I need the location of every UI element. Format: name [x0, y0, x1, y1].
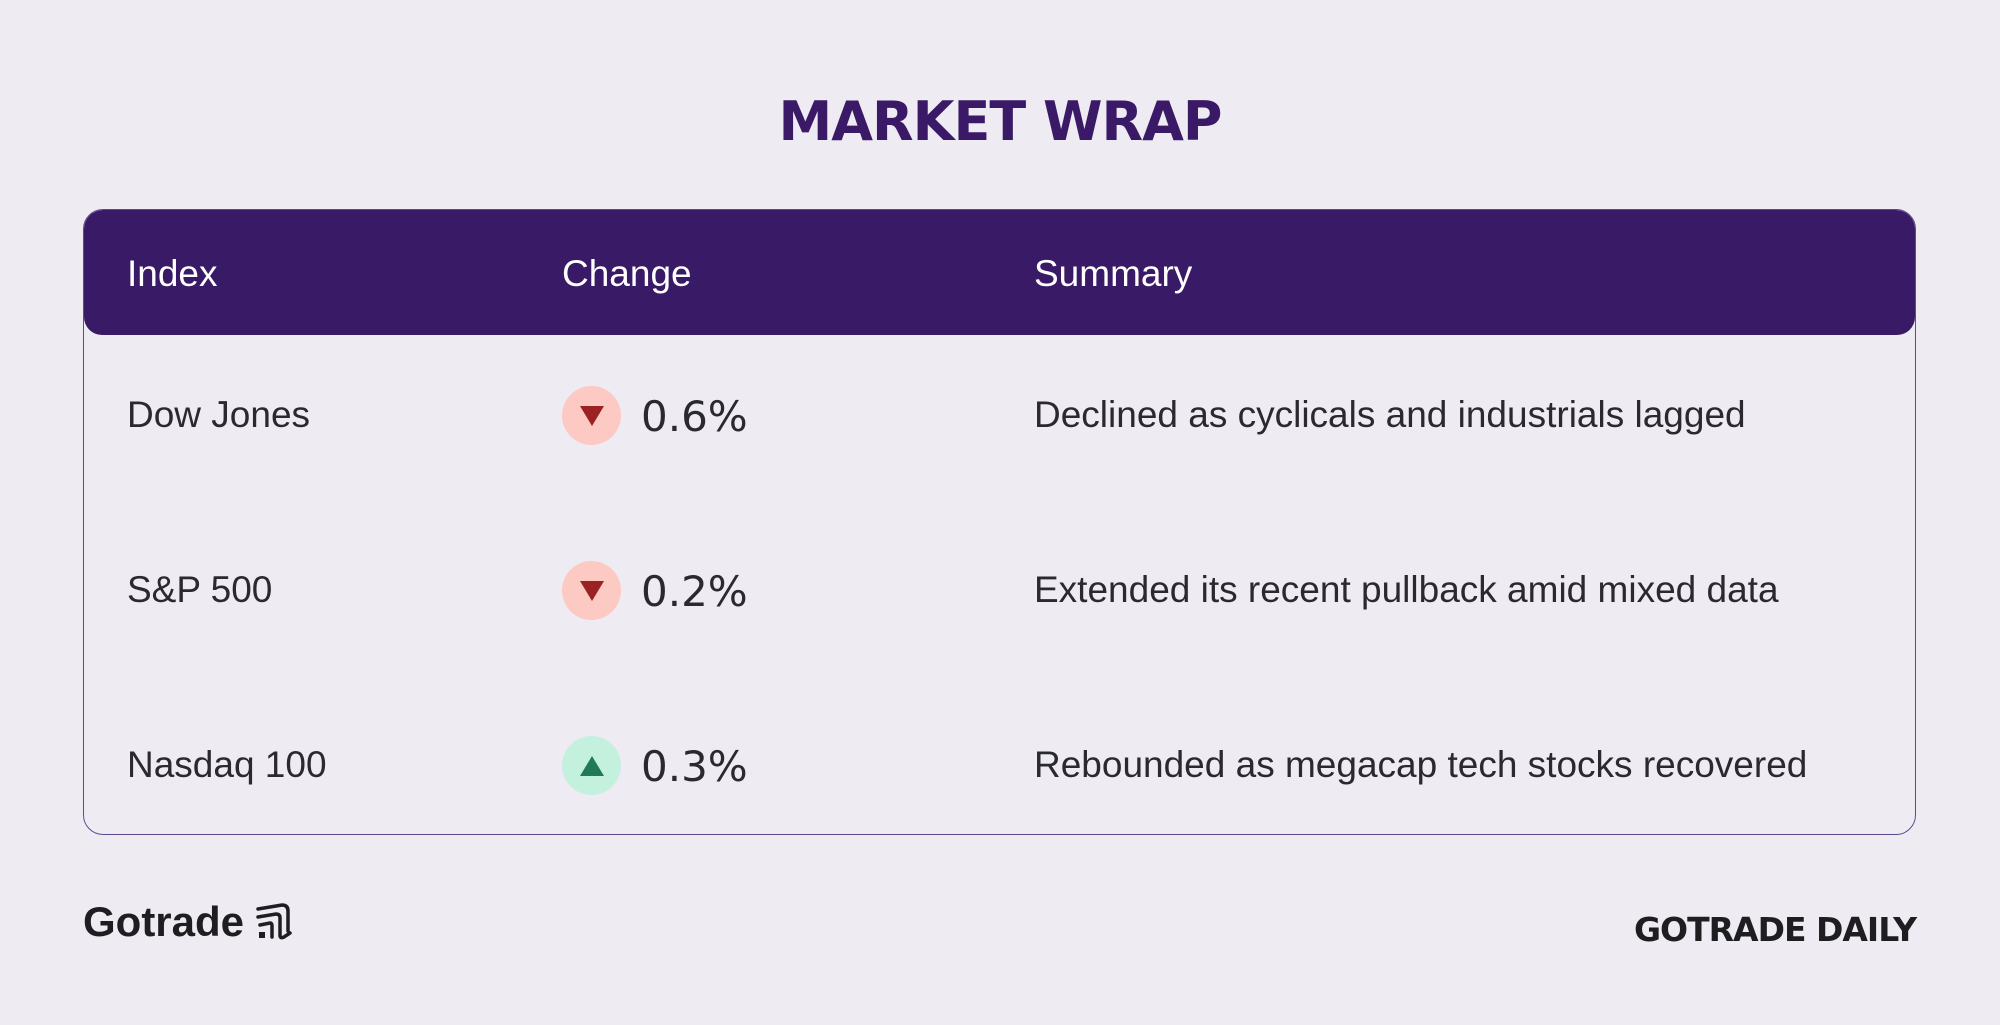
arrow-down-icon	[579, 405, 604, 426]
change-value: 0.3%	[641, 742, 748, 791]
change-badge	[562, 736, 621, 795]
table-row: Nasdaq 100 0.3% Rebounded as megacap tec…	[84, 726, 1915, 806]
gotrade-mark-icon	[256, 903, 292, 940]
logo-text: Gotrade	[83, 898, 245, 945]
index-name: Nasdaq 100	[127, 744, 327, 785]
summary-text: Extended its recent pullback amid mixed …	[1034, 569, 1779, 610]
change-value: 0.2%	[641, 567, 748, 616]
market-table: Index Change Summary Dow Jones 0.6% Decl…	[83, 209, 1916, 835]
table-header: Index Change Summary	[84, 210, 1915, 335]
table-row: S&P 500 0.2% Extended its recent pullbac…	[84, 551, 1915, 631]
index-name: S&P 500	[127, 569, 273, 610]
header-summary: Summary	[1034, 253, 1193, 294]
gotrade-logo: Gotrade	[83, 898, 296, 946]
index-name: Dow Jones	[127, 394, 311, 435]
page-title: MARKET WRAP	[778, 90, 1223, 153]
header-index: Index	[127, 253, 218, 294]
change-badge	[562, 386, 621, 445]
arrow-down-icon	[579, 580, 604, 601]
summary-text: Rebounded as megacap tech stocks recover…	[1034, 744, 1808, 785]
brand-label: GOTRADE DAILY	[1633, 910, 1917, 949]
table-row: Dow Jones 0.6% Declined as cyclicals and…	[84, 376, 1915, 456]
change-value: 0.6%	[641, 392, 748, 441]
arrow-up-icon	[579, 755, 604, 776]
summary-text: Declined as cyclicals and industrials la…	[1034, 394, 1746, 435]
header-change: Change	[562, 253, 692, 294]
change-badge	[562, 561, 621, 620]
